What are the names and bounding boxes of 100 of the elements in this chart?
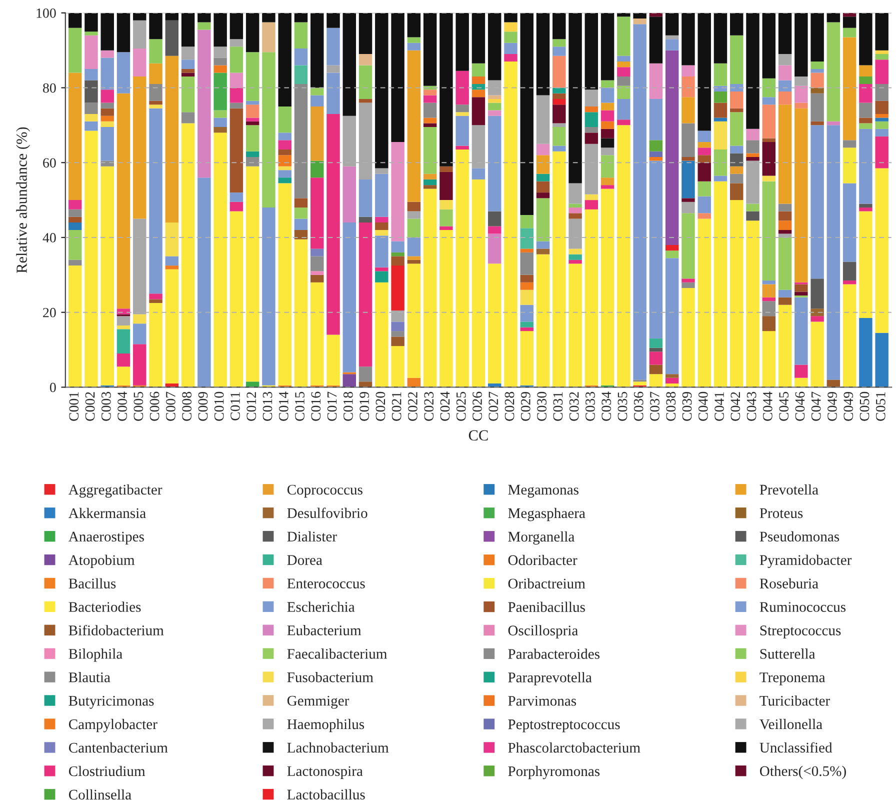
legend-label: Peptostreptococcus [508,720,620,732]
x-tick-label: C040 [698,392,708,421]
x-tick-label: C020 [376,392,386,421]
x-tick-label: C042 [730,392,740,421]
legend-label: Gemmiger [287,696,350,709]
legend-label: Anaerostipes [68,532,144,545]
x-tick-label: C027 [488,392,498,421]
legend-label: Proteus [760,508,803,518]
legend-label: Roseburia [760,578,818,588]
x-tick-label: C031 [553,392,563,421]
legend-label: Escherichia [287,602,355,612]
legend-label: Enterococcus [287,578,365,588]
legend-label: Prevotella [760,484,818,495]
legend-label: Butyricimonas [68,696,154,709]
x-tick-label: C022 [408,392,418,421]
legend-label: Lactonospira [287,766,363,780]
legend-label: Eubacterium [287,625,362,636]
x-tick-label: C043 [746,392,756,421]
x-tick-label: C041 [714,392,724,421]
y-tick-label: 0 [50,382,56,392]
y-tick-label: 20 [43,308,56,318]
legend-label: Turicibacter [760,695,830,706]
legend-label: Veillonella [760,718,822,730]
y-tick-label: 40 [42,233,56,242]
x-tick-label: C006 [150,392,160,421]
legend-label: Pseudomonas [760,531,840,542]
legend-label: Oscillospria [508,625,578,638]
x-tick-label: C015 [295,392,304,421]
legend-label: Paraprevotella [508,672,592,686]
x-tick-label: C049 [828,392,837,421]
legend-label: Sutterella [760,648,816,659]
legend-label: Treponema [760,672,826,686]
legend-label: Megasphaera [508,508,586,522]
x-tick-label: C047 [811,392,821,421]
x-tick-label: C011 [230,392,240,420]
legend-label: Streptococcus [760,626,841,638]
legend-label: Aggregatibacter [68,484,162,498]
x-tick-label: C038 [666,392,676,421]
x-tick-label: C003 [101,392,111,421]
y-tick-label: 60 [43,158,56,168]
legend-label: Unclassified [760,742,832,753]
legend-label: Bacillus [68,578,116,588]
x-tick-label: C045 [779,392,789,421]
x-tick-label: C018 [343,392,353,421]
x-tick-label: C032 [569,392,579,421]
legend-label: Porphyromonas [508,766,600,780]
x-tick-label: C034 [602,392,612,421]
x-tick-label: C016 [311,392,321,421]
x-tick-label: C009 [198,392,208,421]
x-tick-label: C023 [424,392,434,421]
x-tick-label: C010 [214,392,224,421]
legend-label: Parvimonas [508,696,576,706]
legend-label: Desulfovibrio [287,508,368,518]
x-tick-label: C030 [537,392,546,421]
legend-label: Atopobium [68,554,135,568]
y-axis-title: Relative abundance (%) [16,127,30,273]
legend-label: Bifidobacterium [68,624,164,636]
legend-label: Clostriudium [68,766,146,776]
legend-label: Akkermansia [68,508,146,518]
legend-label: Others(<0.5%) [760,766,846,780]
x-tick-label: C004 [118,392,127,421]
x-tick-label: C036 [634,392,644,421]
legend-label: Fusobacterium [287,672,374,682]
x-tick-label: C037 [650,392,660,421]
legend-label: Parabacteroides [508,648,600,659]
x-tick-label: C035 [618,392,628,421]
x-tick-label: C007 [166,392,176,421]
legend-label: Morganella [508,531,574,545]
x-tick-label: C026 [472,392,482,421]
x-tick-label: C033 [586,392,595,421]
legend-label: Lactobacillus [287,789,365,800]
legend-label: Faecalibacterium [287,648,387,659]
legend-label: Megamonas [508,484,578,498]
x-tick-label: C002 [85,392,95,421]
x-tick-label: C013 [262,392,272,421]
legend-label: Coprococcus [287,484,362,498]
legend-label: Oribactreium [508,578,586,589]
legend-label: Blautia [68,672,110,682]
x-tick-label: C008 [182,392,192,421]
x-tick-label: C049 [844,392,854,421]
y-tick-label: 80 [43,83,56,93]
x-tick-label: C028 [504,392,514,421]
legend-label: Collinsella [68,789,132,800]
x-tick-label: C046 [795,392,805,421]
x-tick-label: C012 [246,392,256,421]
legend-label: Cantenbacterium [68,742,168,753]
x-tick-label: C044 [763,392,772,421]
x-tick-label: C014 [278,392,288,421]
x-tick-label: C050 [860,392,870,421]
legend-label: Paenibacillus [508,602,585,612]
x-tick-label: C005 [134,392,144,421]
x-tick-label: C021 [392,392,402,421]
x-tick-label: C039 [682,392,692,421]
y-tick-label: 100 [36,8,56,18]
x-axis-title: CC [468,430,488,441]
x-tick-label: C024 [440,392,450,421]
x-tick-label: C001 [69,392,79,421]
legend-label: Bacteriodies [68,602,141,612]
x-tick-label: C019 [360,392,369,421]
legend-label: Campylobacter [68,718,158,732]
